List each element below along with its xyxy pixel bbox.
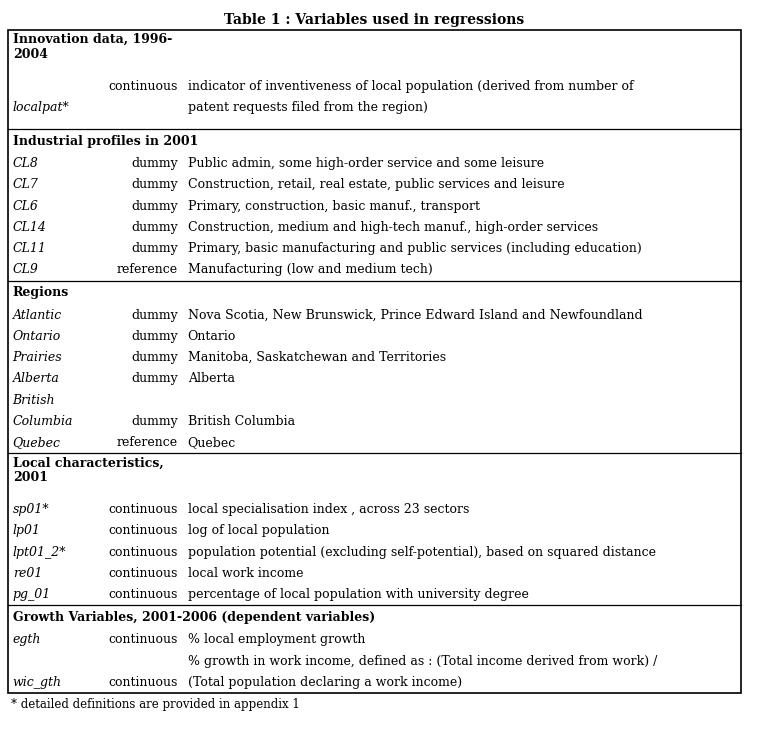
Text: dummy: dummy — [131, 352, 178, 364]
Text: Industrial profiles in 2001: Industrial profiles in 2001 — [12, 135, 198, 147]
Text: reference: reference — [116, 436, 178, 449]
Text: continuous: continuous — [109, 676, 178, 689]
Text: log of local population: log of local population — [187, 524, 329, 537]
Text: Quebec: Quebec — [187, 436, 236, 449]
Text: egth: egth — [12, 634, 41, 646]
Text: Quebec: Quebec — [12, 436, 61, 449]
Text: dummy: dummy — [131, 221, 178, 234]
Text: indicator of inventiveness of local population (derived from number of: indicator of inventiveness of local popu… — [187, 80, 633, 93]
Text: CL9: CL9 — [12, 263, 39, 277]
Text: patent requests filed from the region): patent requests filed from the region) — [187, 101, 427, 114]
Text: % local employment growth: % local employment growth — [187, 634, 365, 646]
Text: (Total population declaring a work income): (Total population declaring a work incom… — [187, 676, 462, 689]
Text: continuous: continuous — [109, 546, 178, 559]
Text: Nova Scotia, New Brunswick, Prince Edward Island and Newfoundland: Nova Scotia, New Brunswick, Prince Edwar… — [187, 309, 642, 322]
Text: Prairies: Prairies — [12, 352, 62, 364]
Text: re01: re01 — [12, 567, 42, 580]
Text: local work income: local work income — [187, 567, 303, 580]
Text: CL6: CL6 — [12, 200, 39, 212]
Text: CL14: CL14 — [12, 221, 46, 234]
Text: British: British — [12, 393, 56, 407]
Text: Construction, retail, real estate, public services and leisure: Construction, retail, real estate, publi… — [187, 179, 564, 191]
Text: lp01: lp01 — [12, 524, 41, 537]
Text: Public admin, some high-order service and some leisure: Public admin, some high-order service an… — [187, 157, 544, 171]
Text: localpat*: localpat* — [12, 101, 69, 114]
Text: Ontario: Ontario — [12, 330, 61, 343]
Text: dummy: dummy — [131, 242, 178, 255]
Text: British Columbia: British Columbia — [187, 415, 295, 428]
Text: population potential (excluding self-potential), based on squared distance: population potential (excluding self-pot… — [187, 546, 655, 559]
Text: wic_gth: wic_gth — [12, 676, 62, 689]
Text: Construction, medium and high-tech manuf., high-order services: Construction, medium and high-tech manuf… — [187, 221, 598, 234]
Text: reference: reference — [116, 263, 178, 277]
Text: * detailed definitions are provided in appendix 1: * detailed definitions are provided in a… — [11, 698, 299, 711]
Text: lpt01_2*: lpt01_2* — [12, 546, 66, 559]
Text: dummy: dummy — [131, 157, 178, 171]
Text: Regions: Regions — [12, 286, 69, 299]
Text: dummy: dummy — [131, 309, 178, 322]
Text: dummy: dummy — [131, 415, 178, 428]
Text: Manitoba, Saskatchewan and Territories: Manitoba, Saskatchewan and Territories — [187, 352, 446, 364]
Text: Alberta: Alberta — [12, 373, 59, 385]
Text: sp01*: sp01* — [12, 503, 49, 516]
Text: % growth in work income, defined as : (Total income derived from work) /: % growth in work income, defined as : (T… — [187, 654, 657, 668]
Text: Local characteristics,
2001: Local characteristics, 2001 — [12, 456, 163, 484]
Text: Columbia: Columbia — [12, 415, 73, 428]
Text: percentage of local population with university degree: percentage of local population with univ… — [187, 588, 528, 601]
Text: dummy: dummy — [131, 179, 178, 191]
Text: pg_01: pg_01 — [12, 588, 51, 601]
Text: Manufacturing (low and medium tech): Manufacturing (low and medium tech) — [187, 263, 433, 277]
Text: continuous: continuous — [109, 567, 178, 580]
Text: CL8: CL8 — [12, 157, 39, 171]
Text: local specialisation index , across 23 sectors: local specialisation index , across 23 s… — [187, 503, 469, 516]
Text: Primary, basic manufacturing and public services (including education): Primary, basic manufacturing and public … — [187, 242, 641, 255]
Text: continuous: continuous — [109, 503, 178, 516]
Text: continuous: continuous — [109, 80, 178, 93]
Text: Innovation data, 1996-
2004: Innovation data, 1996- 2004 — [12, 33, 172, 61]
Text: Growth Variables, 2001-2006 (dependent variables): Growth Variables, 2001-2006 (dependent v… — [12, 611, 375, 624]
Text: dummy: dummy — [131, 200, 178, 212]
Text: Alberta: Alberta — [187, 373, 234, 385]
Text: dummy: dummy — [131, 330, 178, 343]
Text: Table 1 : Variables used in regressions: Table 1 : Variables used in regressions — [224, 13, 524, 27]
Text: Ontario: Ontario — [187, 330, 236, 343]
Text: continuous: continuous — [109, 588, 178, 601]
Text: Primary, construction, basic manuf., transport: Primary, construction, basic manuf., tra… — [187, 200, 480, 212]
Text: CL11: CL11 — [12, 242, 46, 255]
Text: CL7: CL7 — [12, 179, 39, 191]
Text: dummy: dummy — [131, 373, 178, 385]
Text: continuous: continuous — [109, 524, 178, 537]
Text: Atlantic: Atlantic — [12, 309, 62, 322]
Text: continuous: continuous — [109, 634, 178, 646]
Bar — [8, 30, 741, 693]
